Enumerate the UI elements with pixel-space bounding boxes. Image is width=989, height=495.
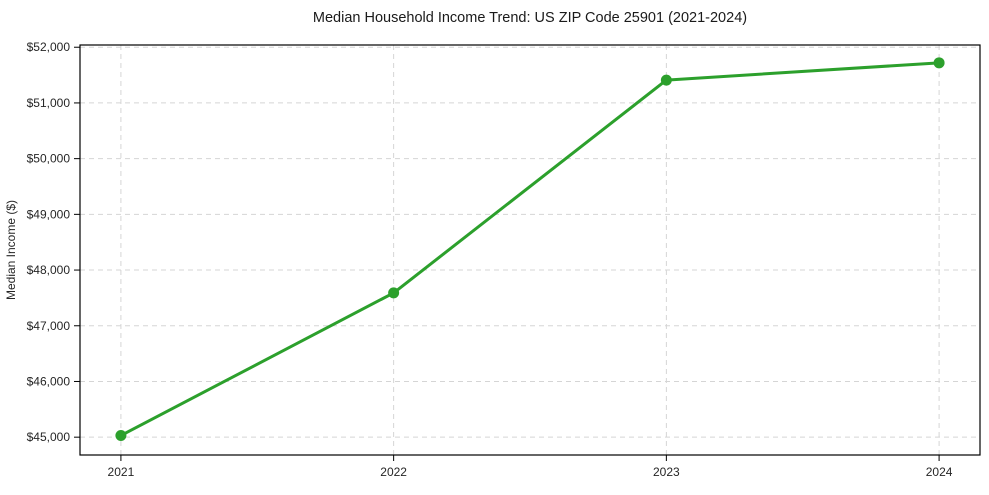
y-axis-label: Median Income ($) (4, 200, 18, 300)
x-tick-label: 2021 (108, 465, 135, 479)
plot-border (79, 44, 981, 456)
data-point (115, 430, 127, 442)
y-tick-label: $45,000 (27, 430, 71, 444)
y-tick-label: $47,000 (27, 319, 71, 333)
y-tick-label: $52,000 (27, 40, 71, 54)
y-tick-label: $46,000 (27, 374, 71, 388)
y-tick-label: $48,000 (27, 263, 71, 277)
data-point (660, 74, 672, 86)
data-point (933, 57, 945, 69)
y-tick-label: $50,000 (27, 152, 71, 166)
x-tick-label: 2024 (926, 465, 953, 479)
chart-title: Median Household Income Trend: US ZIP Co… (313, 10, 747, 26)
y-tick-label: $49,000 (27, 207, 71, 221)
x-tick-label: 2022 (380, 465, 407, 479)
x-tick-label: 2023 (653, 465, 680, 479)
plot-area: $45,000 $46,000 $47,000 $48,000 $49,000 $50,0… (27, 40, 981, 479)
y-tick-label: $51,000 (27, 96, 71, 110)
data-point (388, 287, 400, 299)
trend-line (119, 61, 941, 438)
